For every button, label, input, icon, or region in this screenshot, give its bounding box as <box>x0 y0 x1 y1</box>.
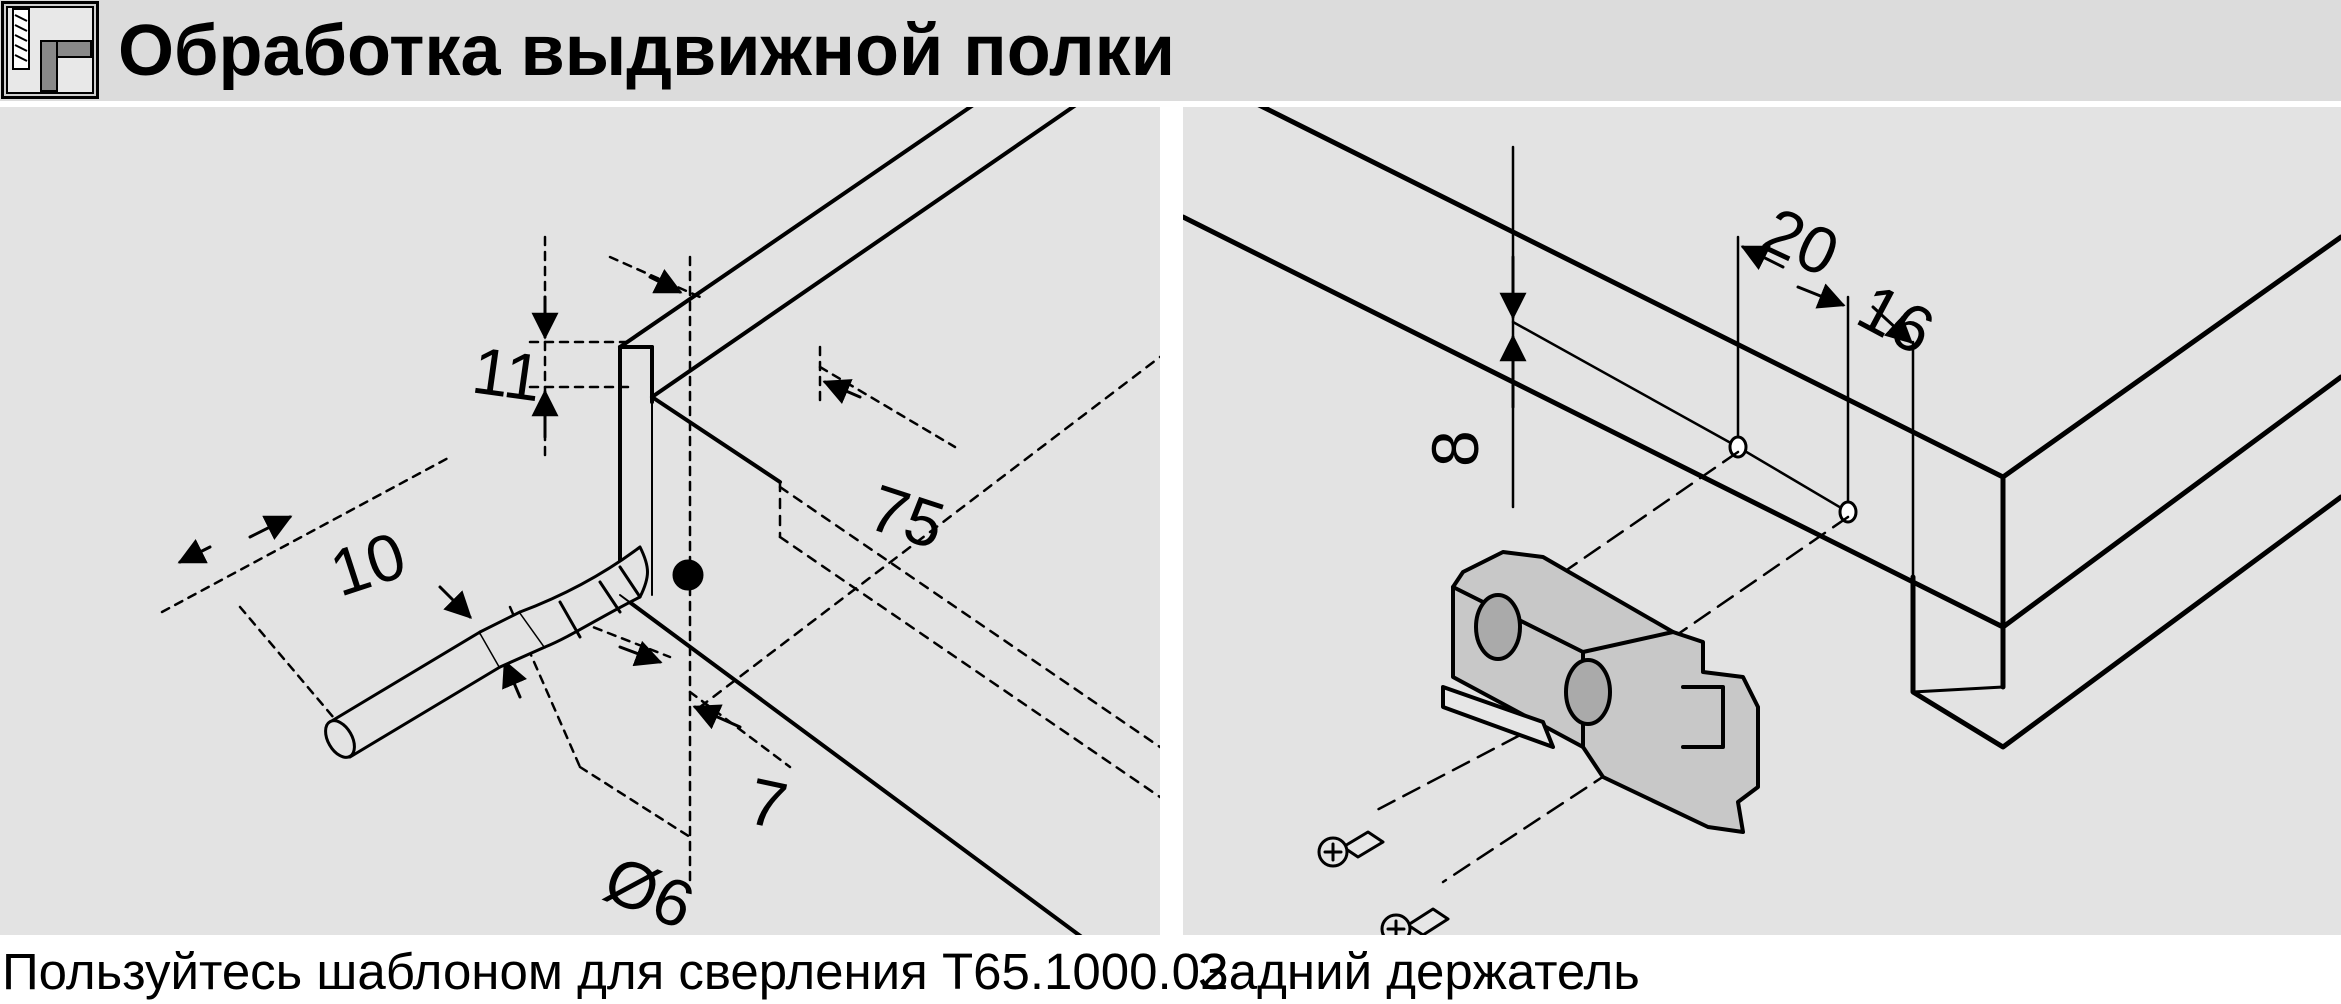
dim-label-16: 16 <box>1846 269 1946 369</box>
drill-bit <box>324 545 704 759</box>
dim-label-8: 8 <box>1418 430 1492 467</box>
reference-lines <box>1511 145 1915 579</box>
screw-2 <box>1380 907 1450 935</box>
hidden-edges <box>698 355 1160 799</box>
drilling-diagram: 11 75 10 7 Ø6 <box>160 107 1160 935</box>
dim-label-75: 75 <box>861 470 954 563</box>
rear-holder-diagram-panel: 20 16 8 <box>1183 107 2341 935</box>
rear-holder-part <box>1441 550 1760 834</box>
dim-label-20: 20 <box>1752 193 1850 291</box>
dim-label-11: 11 <box>468 333 546 416</box>
header-bar: Обработка выдвижной полки <box>0 0 2341 101</box>
dim-label-10: 10 <box>321 517 414 610</box>
drawer-side-panel <box>618 107 1083 935</box>
drilling-diagram-panel: 11 75 10 7 Ø6 <box>0 107 1160 935</box>
drill-template-icon <box>1 1 99 99</box>
dimension-lines <box>160 235 957 889</box>
caption-rear-holder: Задний держатель <box>1198 943 1640 1000</box>
dim-label-7: 7 <box>742 763 793 843</box>
screw-1 <box>1317 830 1385 868</box>
page-title: Обработка выдвижной полки <box>118 11 1175 91</box>
dim-label-diameter-6: Ø6 <box>595 841 704 935</box>
caption-drilling-template: Пользуйтесь шаблоном для сверления T65.1… <box>2 943 1229 1000</box>
rear-holder-diagram: 20 16 8 <box>1183 107 2341 935</box>
shelf-body <box>1183 107 2341 750</box>
